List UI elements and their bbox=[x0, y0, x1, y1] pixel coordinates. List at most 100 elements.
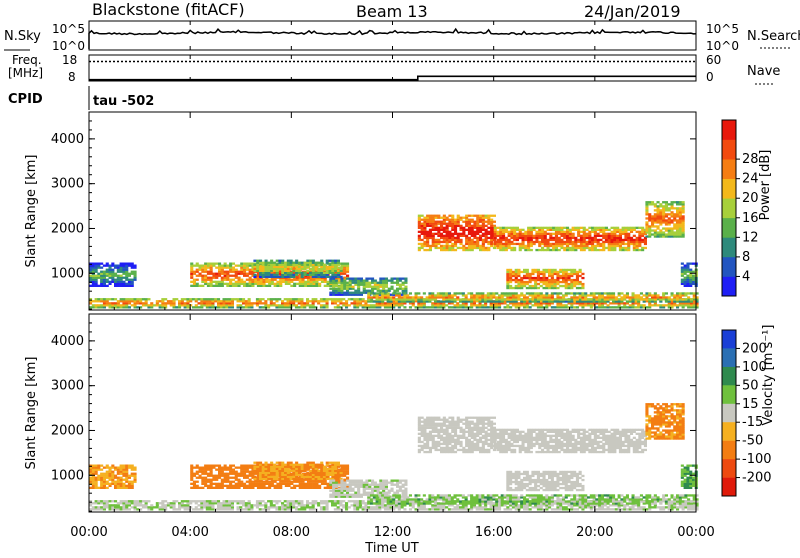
power-cell bbox=[399, 278, 402, 280]
velocity-cell bbox=[190, 477, 193, 479]
power-cell bbox=[224, 277, 227, 279]
power-cell bbox=[346, 290, 349, 292]
power-cell bbox=[190, 271, 193, 273]
velocity-cell bbox=[326, 502, 329, 504]
power-cell bbox=[431, 296, 434, 298]
power-cell bbox=[651, 300, 654, 302]
power-cell bbox=[435, 225, 438, 227]
velocity-cell bbox=[128, 467, 131, 469]
velocity-cell bbox=[97, 469, 100, 471]
velocity-cell bbox=[484, 506, 487, 508]
power-cell bbox=[431, 302, 434, 304]
power-cell bbox=[128, 302, 131, 304]
power-cell bbox=[300, 306, 303, 308]
power-cell bbox=[673, 217, 676, 219]
velocity-cell bbox=[190, 473, 193, 475]
velocity-cell bbox=[92, 473, 95, 475]
power-cell bbox=[572, 235, 575, 237]
power-cell bbox=[541, 247, 544, 249]
power-cell bbox=[473, 225, 476, 227]
power-cell bbox=[470, 300, 473, 302]
velocity-cell bbox=[159, 502, 162, 504]
power-cell bbox=[448, 294, 451, 296]
power-cell bbox=[343, 273, 346, 275]
power-cell bbox=[645, 227, 648, 229]
power-cell bbox=[460, 239, 463, 241]
power-cell bbox=[421, 225, 424, 227]
power-cell bbox=[224, 265, 227, 267]
power-cell bbox=[302, 285, 305, 287]
power-cell bbox=[134, 275, 137, 277]
power-cell bbox=[193, 273, 196, 275]
power-cell bbox=[426, 237, 429, 239]
power-cell bbox=[471, 229, 474, 231]
power-cell bbox=[523, 269, 526, 271]
power-cell bbox=[145, 304, 148, 306]
power-cell bbox=[682, 235, 685, 237]
power-cell bbox=[396, 290, 399, 292]
power-cell bbox=[276, 266, 279, 268]
colorbar-tick-label: 28 bbox=[742, 152, 759, 167]
power-cell bbox=[270, 270, 273, 272]
power-cell bbox=[654, 205, 657, 207]
power-cell bbox=[306, 270, 309, 272]
velocity-cell bbox=[693, 506, 696, 508]
power-cell bbox=[92, 267, 95, 269]
power-cell bbox=[534, 279, 537, 281]
power-cell bbox=[122, 267, 125, 269]
velocity-cell bbox=[284, 500, 287, 502]
power-cell bbox=[147, 298, 150, 300]
power-cell bbox=[531, 279, 534, 281]
power-cell bbox=[540, 306, 543, 308]
power-cell bbox=[437, 243, 440, 245]
power-cell bbox=[423, 292, 426, 294]
power-cell bbox=[526, 306, 529, 308]
velocity-cell bbox=[270, 506, 273, 508]
power-cell bbox=[253, 260, 256, 262]
power-cell bbox=[122, 302, 125, 304]
power-cell bbox=[612, 294, 615, 296]
velocity-cell bbox=[131, 485, 134, 487]
power-cell bbox=[548, 283, 551, 285]
power-cell bbox=[420, 304, 423, 306]
power-cell bbox=[398, 300, 401, 302]
power-cell bbox=[619, 249, 622, 251]
power-cell bbox=[551, 277, 554, 279]
power-cell bbox=[317, 270, 320, 272]
velocity-cell bbox=[248, 502, 251, 504]
power-cell bbox=[619, 233, 622, 235]
power-cell bbox=[454, 225, 457, 227]
velocity-cell bbox=[207, 487, 210, 489]
power-cell bbox=[240, 281, 243, 283]
power-cell bbox=[432, 215, 435, 217]
power-cell bbox=[204, 281, 207, 283]
velocity-cell bbox=[106, 487, 109, 489]
velocity-cell bbox=[570, 508, 573, 510]
power-cell bbox=[440, 245, 443, 247]
power-cell bbox=[531, 273, 534, 275]
power-cell bbox=[591, 237, 594, 239]
power-cell bbox=[391, 286, 394, 288]
velocity-cell bbox=[345, 502, 348, 504]
velocity-cell bbox=[204, 481, 207, 483]
velocity-cell bbox=[287, 500, 290, 502]
power-cell bbox=[232, 283, 235, 285]
power-cell bbox=[457, 247, 460, 249]
power-cell bbox=[676, 235, 679, 237]
power-cell bbox=[654, 233, 657, 235]
power-cell bbox=[529, 275, 532, 277]
power-cell bbox=[399, 286, 402, 288]
power-cell bbox=[645, 207, 648, 209]
velocity-cell bbox=[498, 506, 501, 508]
velocity-cell bbox=[359, 502, 362, 504]
power-cell bbox=[265, 276, 268, 278]
power-cell bbox=[476, 243, 479, 245]
power-cell bbox=[657, 221, 660, 223]
power-cell bbox=[645, 235, 648, 237]
power-cell bbox=[337, 260, 340, 262]
velocity-cell bbox=[659, 508, 662, 510]
power-cell bbox=[559, 298, 562, 300]
power-cell bbox=[210, 265, 213, 267]
power-cell bbox=[586, 245, 589, 247]
power-cell bbox=[543, 269, 546, 271]
